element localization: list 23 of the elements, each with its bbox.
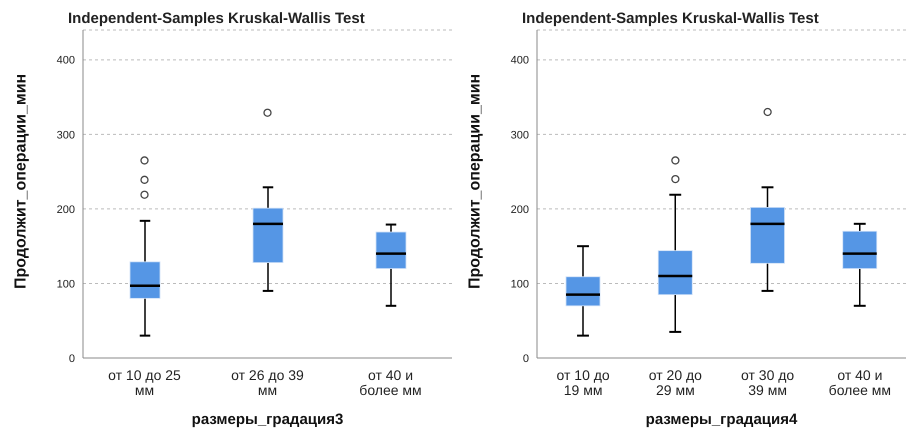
y-tick-label: 100 <box>56 278 75 290</box>
y-tick-label: 300 <box>510 129 529 142</box>
y-tick-label: 300 <box>56 129 75 142</box>
y-tick-label: 200 <box>510 204 529 216</box>
y-axis-title: Продолжит_операции_мин <box>466 74 484 289</box>
x-tick-label: от 30 до 39 мм <box>741 367 794 398</box>
x-tick-label: от 26 до 39 мм <box>231 367 304 398</box>
y-axis-title: Продолжит_операции_мин <box>12 74 30 289</box>
chart-title: Independent-Samples Kruskal-Wallis Test <box>522 10 819 27</box>
y-tick-label: 400 <box>510 54 529 67</box>
y-tick-label: 200 <box>56 204 75 216</box>
x-axis-title: размеры_градация3 <box>192 411 344 428</box>
y-tick-label: 0 <box>68 352 75 365</box>
x-axis-title: размеры_градация4 <box>646 411 798 428</box>
x-tick-label: от 40 и более мм <box>828 367 892 398</box>
y-tick-label: 0 <box>522 352 529 365</box>
x-tick-label: от 40 и более мм <box>359 367 422 398</box>
x-tick-label: от 10 до 25 мм <box>108 367 182 398</box>
x-tick-label: от 20 до 29 мм <box>648 367 702 398</box>
y-tick-label: 400 <box>56 54 75 67</box>
x-tick-label: от 10 до 19 мм <box>556 367 610 398</box>
y-tick-label: 100 <box>510 278 529 290</box>
chart-title: Independent-Samples Kruskal-Wallis Test <box>68 10 365 27</box>
